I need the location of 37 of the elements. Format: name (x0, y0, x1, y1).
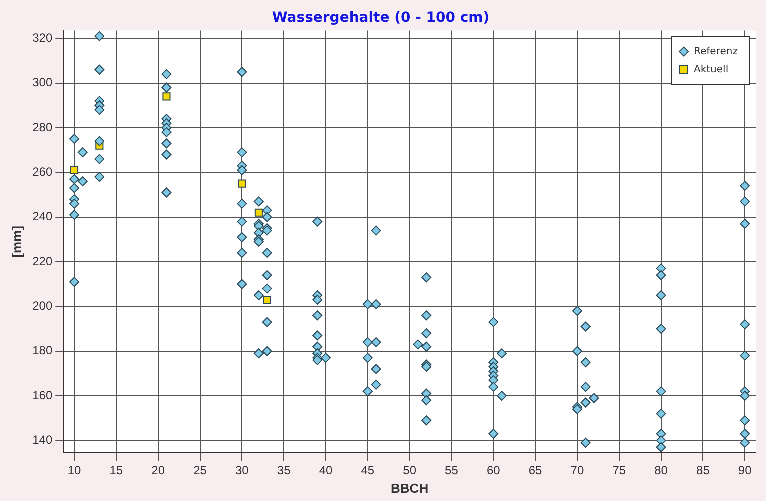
y-tick-label: 300 (32, 76, 53, 90)
x-axis-title: BBCH (391, 480, 429, 496)
y-tick-label: 280 (32, 120, 53, 134)
legend-label: Referenz (694, 46, 738, 58)
x-tick-label: 40 (319, 464, 333, 478)
x-tick-label: 45 (361, 464, 375, 478)
x-tick-label: 35 (277, 464, 292, 478)
x-tick-label: 55 (445, 464, 459, 478)
y-tick-label: 320 (32, 30, 53, 45)
legend-label: Aktuell (694, 64, 729, 76)
x-tick-label: 50 (403, 464, 417, 478)
point (263, 296, 272, 304)
x-tick-label: 65 (528, 464, 543, 478)
point (162, 92, 171, 101)
x-tick-label: 25 (194, 464, 208, 478)
y-tick-label: 160 (32, 388, 53, 402)
x-tick-label: 30 (235, 464, 250, 478)
y-tick-label: 140 (32, 433, 53, 448)
point (70, 166, 79, 174)
y-tick-label: 220 (32, 254, 53, 268)
x-tick-label: 10 (68, 464, 82, 478)
y-tick-label: 200 (32, 298, 53, 313)
x-tick-label: 90 (738, 464, 752, 478)
x-tick-label: 20 (152, 464, 166, 478)
y-tick-label: 180 (32, 344, 53, 358)
y-tick-label: 240 (32, 210, 53, 224)
chart-title: Wassergehalte (0 - 100 cm) (272, 10, 490, 26)
x-tick-label: 75 (612, 464, 626, 478)
y-tick-label: 260 (32, 164, 53, 179)
y-axis-title: [mm] (9, 226, 24, 258)
x-tick-label: 85 (696, 464, 710, 478)
point (238, 180, 246, 188)
x-tick-label: 15 (110, 464, 124, 478)
x-tick-label: 60 (486, 464, 501, 478)
point (254, 208, 263, 217)
x-tick-label: 80 (654, 464, 668, 478)
x-tick-label: 70 (570, 464, 584, 478)
